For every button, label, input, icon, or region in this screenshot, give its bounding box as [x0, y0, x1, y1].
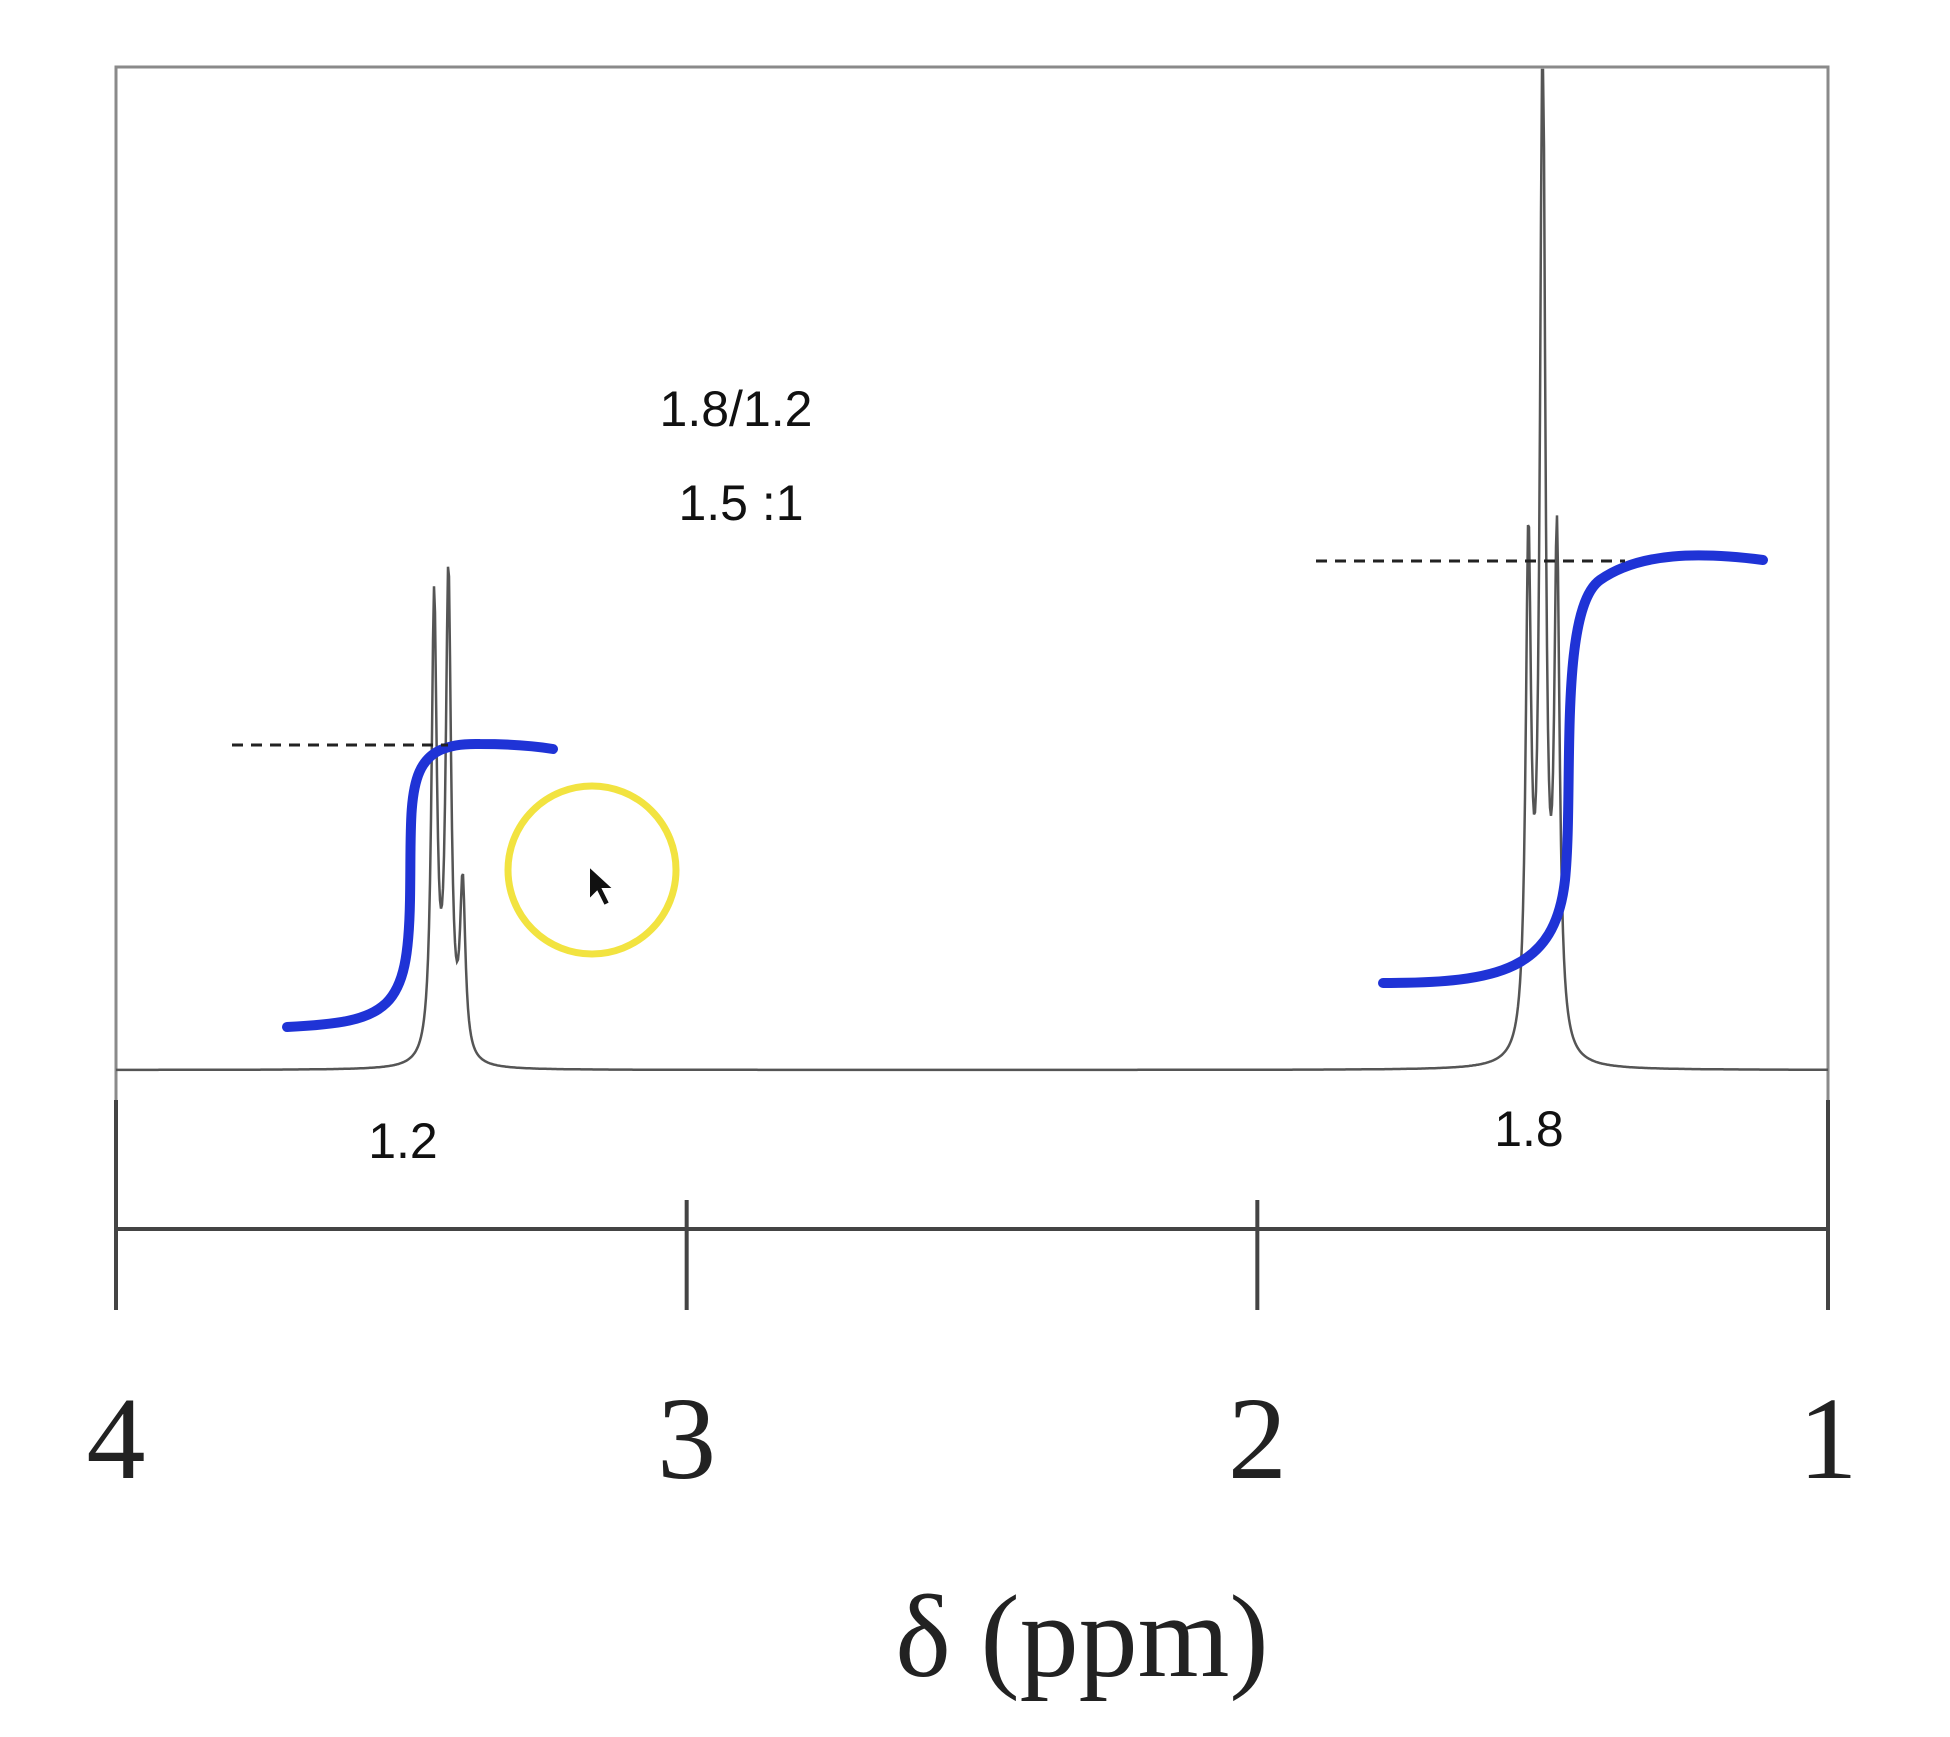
x-axis-ticks: [114, 1100, 1830, 1310]
x-tick-label-3: 3: [657, 1373, 716, 1504]
peak-label-1-2: 1.2: [368, 1113, 438, 1169]
annotation-ratio-value: 1.5 :1: [678, 475, 803, 531]
peak-label-1-8: 1.8: [1494, 1101, 1564, 1157]
annotation-ratio: 1.8/1.2: [660, 381, 813, 437]
x-axis-tick-labels: 4 3 2 1: [87, 1373, 1858, 1504]
cursor-highlight-ring: [504, 782, 680, 958]
x-tick-label-2: 2: [1228, 1373, 1287, 1504]
mouse-pointer-icon: [588, 863, 617, 908]
x-axis-label: δ (ppm): [895, 1571, 1268, 1702]
x-tick-label-1: 1: [1799, 1373, 1858, 1504]
integral-curve-1-2: [282, 738, 558, 1032]
spectrum-baseline: [116, 68, 1828, 1072]
integral-curve-1-8: [1378, 550, 1768, 988]
x-tick-label-4: 4: [87, 1373, 146, 1504]
